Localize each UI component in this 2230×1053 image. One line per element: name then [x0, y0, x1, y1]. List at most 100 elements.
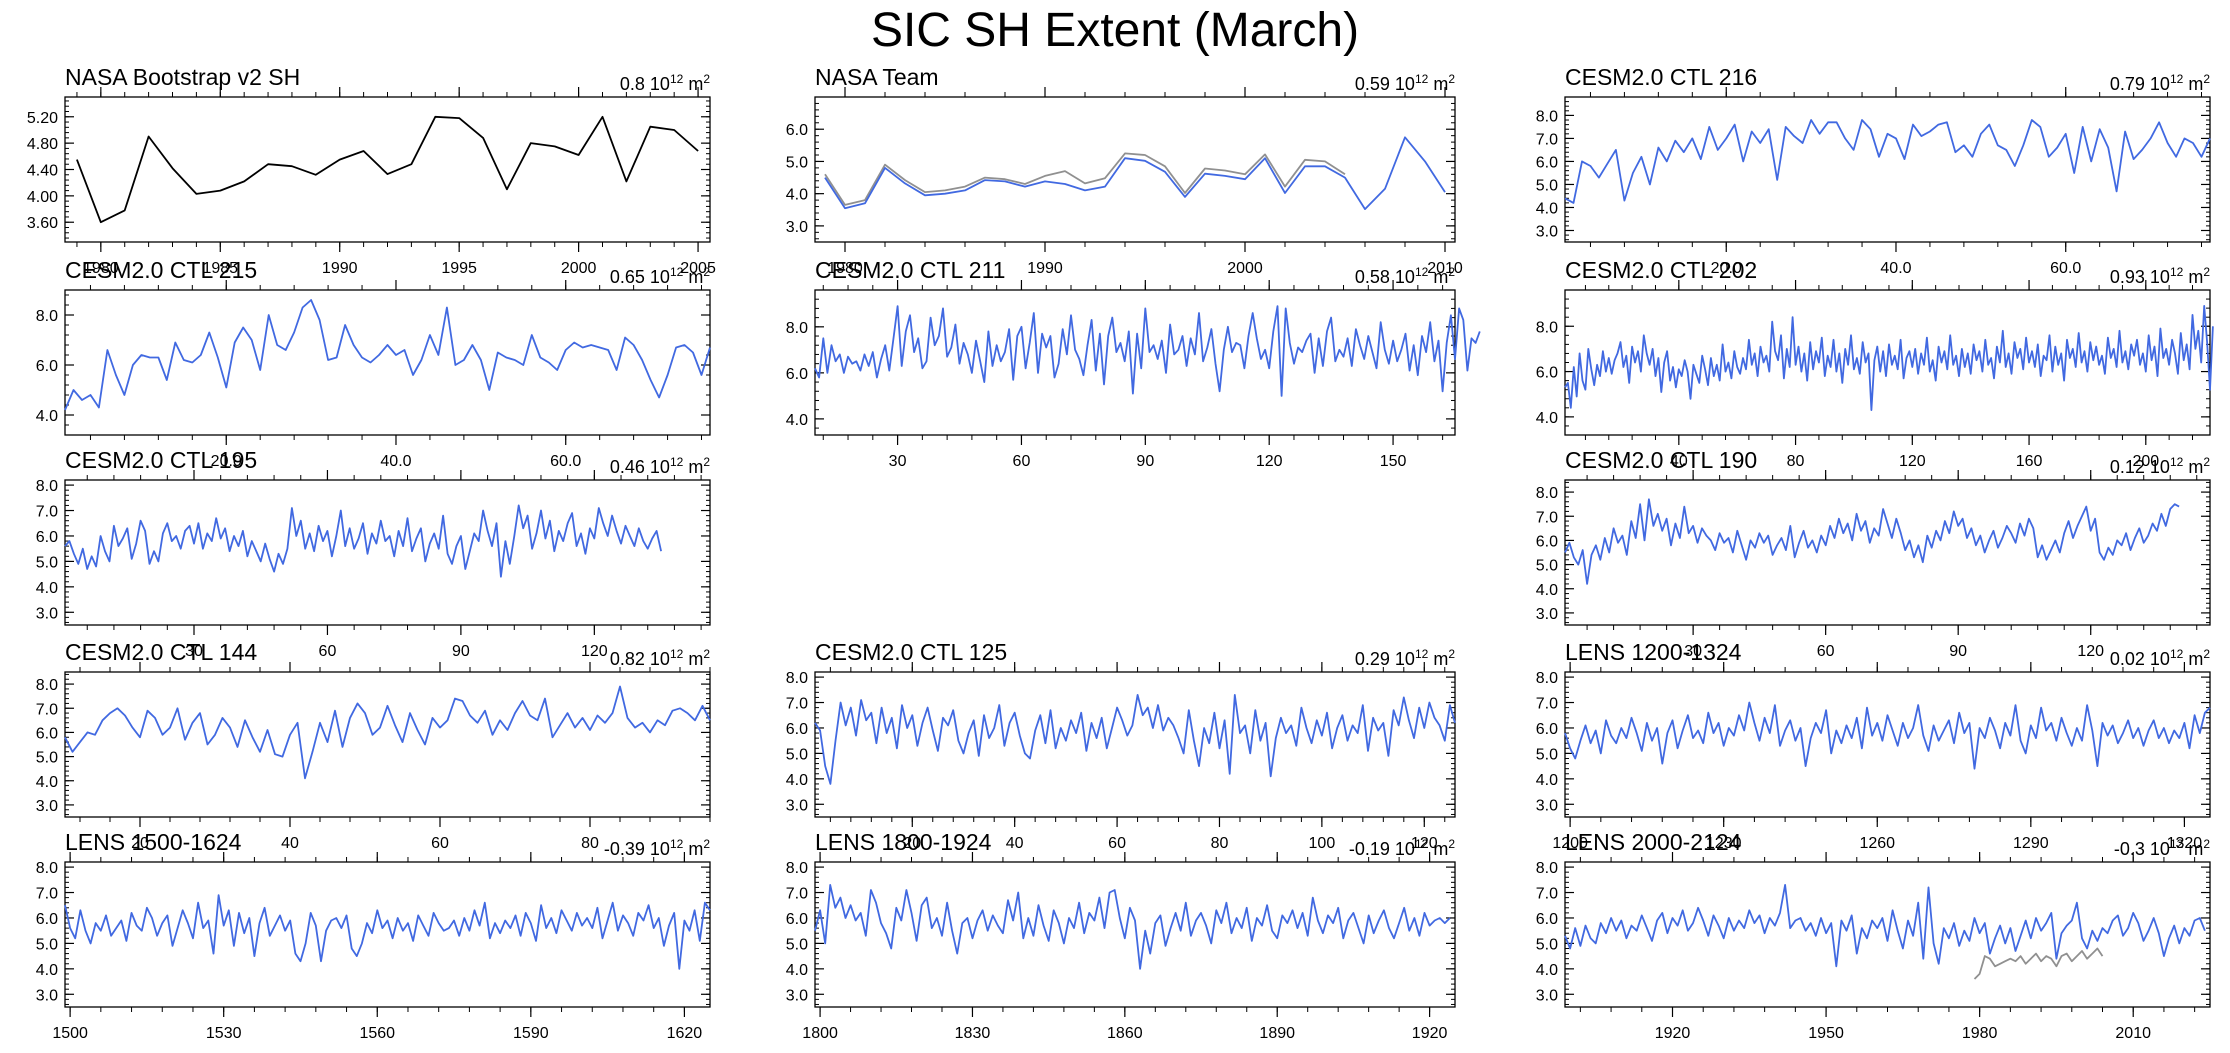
- x-tick-label: 1260: [1859, 835, 1895, 852]
- x-tick-label: 80: [1787, 453, 1805, 470]
- y-tick-label: 7.0: [1536, 696, 1558, 713]
- trend-unit-area: m: [688, 839, 704, 859]
- panel-title: NASA Team: [815, 64, 939, 90]
- x-tick-label: 120: [2077, 643, 2104, 660]
- trend-unit-area: m: [688, 457, 704, 477]
- x-tick-label: 1620: [667, 1025, 703, 1042]
- y-tick-label: 4.0: [786, 187, 808, 204]
- trend-value: 0.59: [1354, 74, 1390, 94]
- trend-value-label: 0.79 1012 m2: [2110, 66, 2210, 97]
- x-tick-label: 1990: [322, 260, 358, 277]
- plot-frame: [814, 96, 1456, 243]
- trend-unit-area: m: [2188, 74, 2204, 94]
- trend-value-label: 0.58 1012 m2: [1355, 259, 1455, 290]
- x-tick-label: 1980: [1962, 1025, 1998, 1042]
- y-tick-label: 4.00: [27, 189, 58, 206]
- x-tick-label: 60: [319, 643, 337, 660]
- y-tick-label: 3.0: [786, 219, 808, 236]
- y-tick-label: 5.20: [27, 110, 58, 127]
- panel-nasa-bootstrap-v2-sh: NASA Bootstrap v2 SH 0.8 1012 m2 3.60 4.00 4…: [27, 64, 716, 282]
- trend-value: -0.19: [1348, 839, 1390, 859]
- x-tick-label: 200: [2132, 453, 2159, 470]
- trend-unit-area: m: [2188, 649, 2204, 669]
- panel-cesm2-0-ctl-125: CESM2.0 CTL 125 0.29 1012 m2 3.0 4.0 5.0 6.0 7…: [786, 639, 1456, 857]
- trend-unit-area: m: [2188, 267, 2204, 287]
- panel-cesm2-0-ctl-190: CESM2.0 CTL 190 0.12 1012 m2 3.0 4.0 5.0 6.0 7…: [1536, 447, 2211, 665]
- trend-value-label: 0.46 1012 m2: [610, 449, 710, 480]
- trend-unit-area-exponent: 2: [1448, 265, 1455, 279]
- y-tick-label: 7.0: [1536, 886, 1558, 903]
- x-tick-label: 1890: [1259, 1025, 1295, 1042]
- trend-unit-base: 10: [1394, 839, 1415, 859]
- panel-title: CESM2.0 CTL 215: [65, 257, 258, 283]
- x-tick-label: 20: [131, 835, 149, 852]
- trend-value: 0.29: [1354, 649, 1390, 669]
- plot-area: 3.0 4.0 5.0 6.0 7.0 8.0 1200 1230 1260 1290 1320: [1536, 662, 2211, 852]
- x-tick-label: 60: [431, 835, 449, 852]
- panel-title: LENS 1800-1924: [815, 829, 992, 855]
- panel-title: CESM2.0 CTL 144: [65, 639, 258, 665]
- trend-value: 0.82: [609, 649, 645, 669]
- series-line-1: [64, 894, 711, 970]
- x-tick-label: 30: [185, 643, 203, 660]
- panel-cesm2-0-ctl-144: CESM2.0 CTL 144 0.82 1012 m2 3.0 4.0 5.0 6.0 7…: [36, 639, 711, 857]
- y-tick-label: 4.0: [36, 774, 58, 791]
- x-tick-label: 80: [1211, 835, 1229, 852]
- x-tick-label: 1950: [1808, 1025, 1844, 1042]
- trend-unit-exponent: 12: [2169, 72, 2184, 86]
- x-tick-label: 60.0: [550, 453, 581, 470]
- y-tick-label: 5.0: [1536, 177, 1558, 194]
- trend-unit-exponent: 12: [1414, 647, 1429, 661]
- y-tick-label: 4.0: [36, 962, 58, 979]
- x-tick-label: 120: [1899, 453, 1926, 470]
- panel-title: NASA Bootstrap v2 SH: [65, 64, 301, 90]
- trend-unit-area-exponent: 2: [2203, 647, 2210, 661]
- panel-lens-1200-1324: LENS 1200-1324 0.02 1012 m2 3.0 4.0 5.0 6.0 7.…: [1536, 639, 2211, 857]
- plot-frame: [814, 289, 1456, 436]
- y-tick-label: 4.0: [1536, 582, 1558, 599]
- trend-value: 0.93: [2109, 267, 2145, 287]
- trend-unit-base: 10: [2149, 457, 2170, 477]
- x-tick-label: 2000: [1227, 260, 1263, 277]
- y-tick-label: 8.0: [36, 478, 58, 495]
- y-tick-label: 8.0: [1536, 108, 1558, 125]
- trend-unit-base: 10: [649, 839, 670, 859]
- panel-cesm2-0-ctl-202: CESM2.0 CTL 202 0.93 1012 m2 4.0 6.0 8.0 40 80…: [1536, 257, 2214, 475]
- x-tick-label: 40.0: [380, 453, 411, 470]
- panel-title: LENS 1200-1324: [1565, 639, 1742, 665]
- x-tick-label: 90: [1949, 643, 1967, 660]
- trend-value: 0.58: [1354, 267, 1390, 287]
- y-tick-label: 4.80: [27, 136, 58, 153]
- trend-unit-area: m: [2188, 457, 2204, 477]
- x-tick-label: 1985: [202, 260, 238, 277]
- y-tick-label: 5.0: [786, 936, 808, 953]
- trend-unit-base: 10: [649, 457, 670, 477]
- y-tick-label: 3.0: [36, 798, 58, 815]
- x-tick-label: 150: [1380, 453, 1407, 470]
- trend-unit-exponent: 12: [669, 72, 684, 86]
- plot-frame: [1564, 671, 2211, 818]
- series-line-1: [1564, 119, 2211, 204]
- trend-unit-base: 10: [2149, 74, 2170, 94]
- x-tick-label: 1590: [513, 1025, 549, 1042]
- trend-unit-area-exponent: 2: [1448, 72, 1455, 86]
- y-tick-label: 3.0: [36, 987, 58, 1004]
- trend-unit-area: m: [1433, 267, 1449, 287]
- plot-frame: [1564, 96, 2211, 243]
- x-tick-label: 20.0: [1711, 260, 1742, 277]
- plot-frame: [64, 289, 711, 436]
- plot-frame: [64, 671, 711, 818]
- trend-value: 0.79: [2109, 74, 2145, 94]
- y-tick-label: 6.0: [36, 725, 58, 742]
- trend-value: -0.3: [2113, 839, 2145, 859]
- panel-cesm2-0-ctl-211: CESM2.0 CTL 211 0.58 1012 m2 4.0 6.0 8.0 30 60…: [786, 257, 1481, 475]
- figure-title: SIC SH Extent (March): [870, 4, 1360, 57]
- plot-frame: [64, 96, 711, 243]
- y-tick-label: 7.0: [36, 504, 58, 521]
- panel-title: LENS 1500-1624: [65, 829, 242, 855]
- plot-area: 3.60 4.00 4.40 4.80 5.20 1980 1985 1990 1995 2000…: [27, 87, 716, 277]
- x-tick-label: 40: [281, 835, 299, 852]
- trend-unit-area-exponent: 2: [2203, 455, 2210, 469]
- plot-frame: [64, 479, 711, 626]
